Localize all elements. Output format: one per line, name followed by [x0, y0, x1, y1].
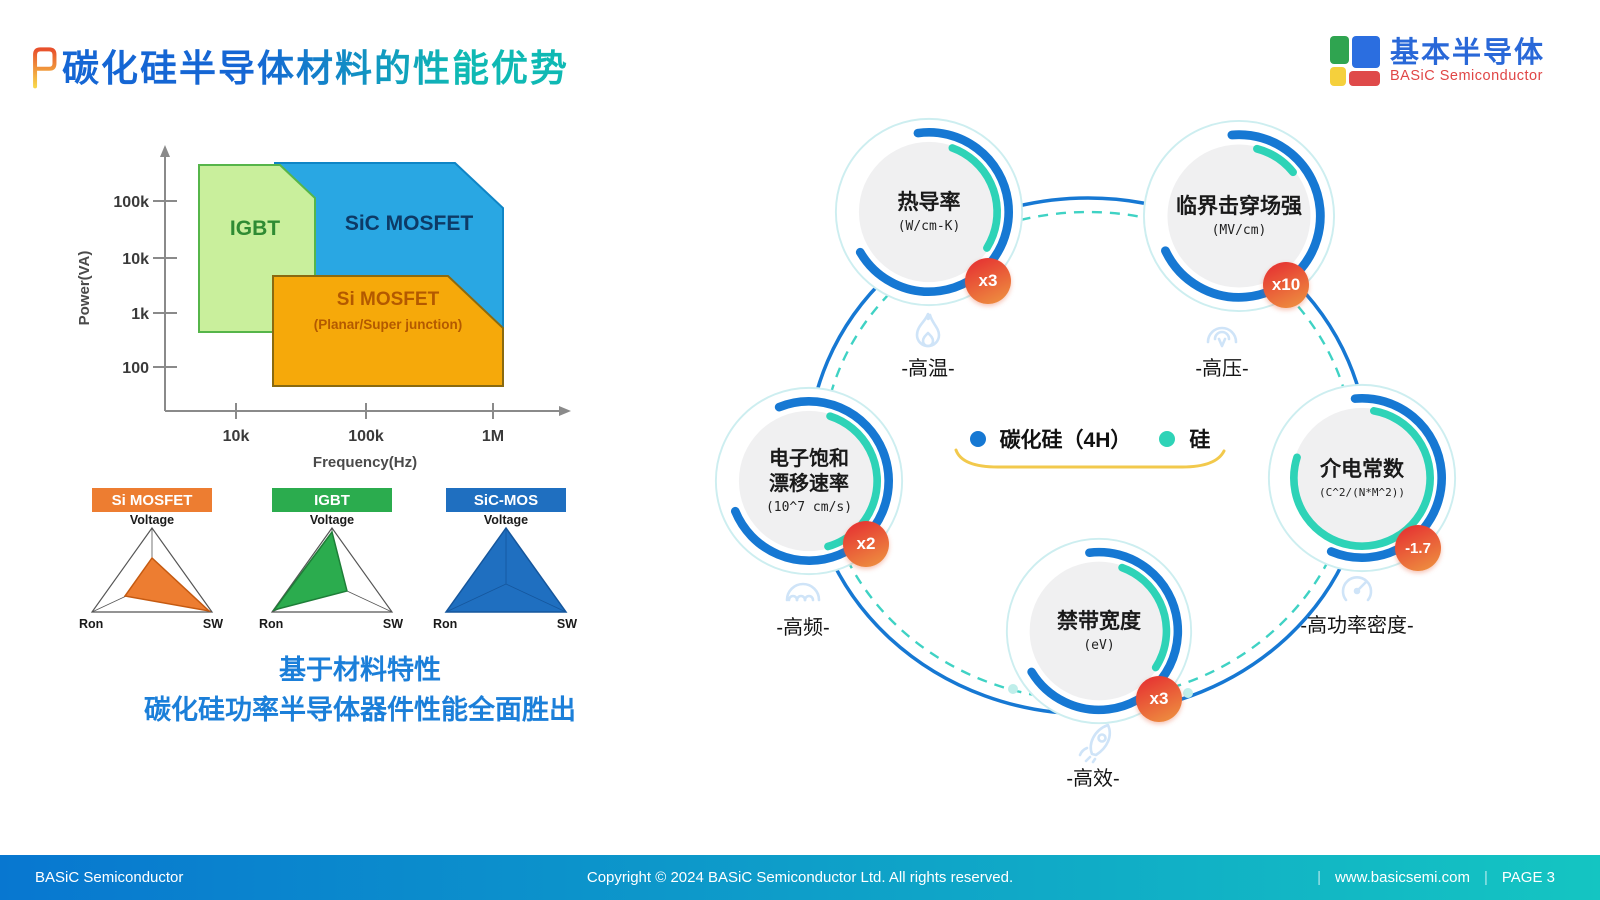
- rocket-icon: [1078, 723, 1112, 764]
- feature-circle-dielectric-constant: 介电常数 (C^2/(N*M^2)) -1.7: [1266, 382, 1458, 574]
- radar-chart-si-mosfet: Si MOSFET Voltage Ron SW: [79, 488, 223, 631]
- logo-mark-icon: [1329, 36, 1380, 86]
- radar-title: SiC-MOS: [474, 492, 538, 509]
- flame-icon: [915, 312, 941, 348]
- radar-series: [123, 556, 212, 613]
- radar-chart-sic-mos: SiC-MOS Voltage Ron SW: [433, 488, 577, 631]
- feature-circle-thermal-conductivity: 热导率 (W/cm-K) x3: [833, 116, 1025, 308]
- multiplier-badge: x3: [965, 258, 1011, 304]
- si-mosfet-sublabel: (Planar/Super junction): [314, 317, 463, 332]
- feature-name: 介电常数: [1320, 457, 1404, 481]
- title-bullet-icon: [33, 47, 57, 89]
- coil-icon: [785, 582, 821, 602]
- x-tick: 10k: [223, 428, 250, 445]
- voltage-gauge-icon: [1206, 326, 1238, 348]
- ring-node: [1008, 684, 1018, 694]
- y-tick: 10k: [122, 251, 149, 268]
- footer-company: BASiC Semiconductor: [35, 869, 184, 886]
- svg-text:Ron: Ron: [259, 617, 283, 631]
- svg-text:Voltage: Voltage: [130, 513, 174, 527]
- multiplier-badge: x3: [1136, 676, 1182, 722]
- logo-name-cn: 基本半导体: [1389, 36, 1545, 69]
- sic-mosfet-label: SiC MOSFET: [345, 212, 474, 235]
- ring-node: [1183, 688, 1193, 698]
- feature-rings: [1005, 537, 1193, 725]
- feature-name: 热导率: [897, 190, 961, 214]
- svg-text:Ron: Ron: [79, 617, 103, 631]
- x-tick: 1M: [482, 428, 504, 445]
- feature-name: 禁带宽度: [1057, 609, 1141, 633]
- legend-label-sic: 碳化硅（4H）: [999, 429, 1132, 452]
- y-axis-arrow: [160, 145, 170, 157]
- tag-high-power-density: -高功率密度-: [1300, 615, 1414, 637]
- feature-unit: (eV): [1083, 638, 1115, 654]
- y-tick: 1k: [131, 306, 149, 323]
- svg-text:SW: SW: [383, 617, 403, 631]
- footer-right: | www.basicsemi.com | PAGE 3: [1317, 869, 1555, 886]
- feature-circle-breakdown-field: 临界击穿场强 (MV/cm) x10: [1141, 118, 1337, 314]
- feature-unit: (W/cm-K): [897, 219, 961, 235]
- footer-separator: |: [1484, 869, 1488, 886]
- slogan-line1: 基于材料特性: [279, 655, 441, 685]
- footer-separator: |: [1317, 869, 1321, 886]
- footer-bar: BASiC Semiconductor Copyright © 2024 BAS…: [0, 855, 1600, 900]
- tag-high-voltage: -高压-: [1195, 358, 1249, 380]
- tag-high-frequency: -高频-: [776, 617, 830, 639]
- x-axis-label: Frequency(Hz): [313, 454, 417, 471]
- page-title: 碳化硅半导体材料的性能优势: [62, 38, 569, 92]
- legend-dot-sic: [969, 431, 986, 447]
- svg-text:Ron: Ron: [433, 617, 457, 631]
- legend: 碳化硅（4H） 硅: [952, 424, 1228, 454]
- radar-title: Si MOSFET: [112, 492, 193, 509]
- radar-series: [272, 530, 348, 612]
- y-tick: 100: [122, 360, 149, 377]
- y-axis-label: Power(VA): [76, 251, 93, 326]
- x-tick: 100k: [348, 428, 384, 445]
- footer-website: www.basicsemi.com: [1334, 869, 1470, 886]
- x-axis-arrow: [559, 406, 571, 416]
- slogan-line2: 碳化硅功率半导体器件性能全面胜出: [144, 695, 576, 725]
- power-frequency-chart: 100k 10k 1k 100 10k 100k 1M Power(VA) Fr…: [76, 145, 571, 471]
- feature-name: 临界击穿场强: [1176, 194, 1302, 218]
- multiplier-badge: -1.7: [1395, 525, 1441, 571]
- region-si-mosfet: [272, 275, 504, 387]
- tag-high-efficiency: -高效-: [1066, 768, 1120, 790]
- feature-rings: [1267, 383, 1457, 573]
- multiplier-badge: x10: [1263, 262, 1309, 308]
- feature-rings: [834, 117, 1024, 307]
- svg-text:SW: SW: [557, 617, 577, 631]
- logo-name-en: BASiC Semiconductor: [1389, 68, 1543, 85]
- legend-label-si: 硅: [1189, 429, 1211, 452]
- feature-name: 电子饱和 漂移速率: [769, 448, 849, 495]
- legend-underline-swoosh: [954, 448, 1226, 469]
- y-tick: 100k: [113, 194, 149, 211]
- multiplier-badge: x2: [843, 521, 889, 567]
- feature-circle-electron-drift-velocity: 电子饱和 漂移速率 (10^7 cm/s) x2: [713, 385, 905, 577]
- si-mosfet-label: Si MOSFET: [337, 289, 440, 310]
- feature-unit: (C^2/(N*M^2)): [1318, 486, 1406, 500]
- feature-unit: (MV/cm): [1211, 223, 1267, 239]
- footer-page-number: PAGE 3: [1501, 869, 1555, 886]
- slogan: 基于材料特性 碳化硅功率半导体器件性能全面胜出: [40, 650, 680, 730]
- footer-copyright: Copyright © 2024 BASiC Semiconductor Ltd…: [586, 869, 1014, 886]
- radar-title: IGBT: [314, 492, 350, 509]
- svg-text:Voltage: Voltage: [484, 513, 528, 527]
- speedometer-icon: [1341, 576, 1373, 602]
- svg-text:SW: SW: [203, 617, 223, 631]
- igbt-label: IGBT: [230, 217, 280, 240]
- radar-chart-igbt: IGBT Voltage Ron SW: [259, 488, 403, 631]
- company-logo: 基本半导体 BASiC Semiconductor: [1329, 36, 1545, 86]
- feature-circle-bandgap: 禁带宽度 (eV) x3: [1004, 536, 1194, 726]
- tag-high-temperature: -高温-: [901, 358, 955, 380]
- feature-unit: (10^7 cm/s): [765, 500, 853, 515]
- svg-text:Voltage: Voltage: [310, 513, 354, 527]
- legend-dot-si: [1159, 431, 1176, 447]
